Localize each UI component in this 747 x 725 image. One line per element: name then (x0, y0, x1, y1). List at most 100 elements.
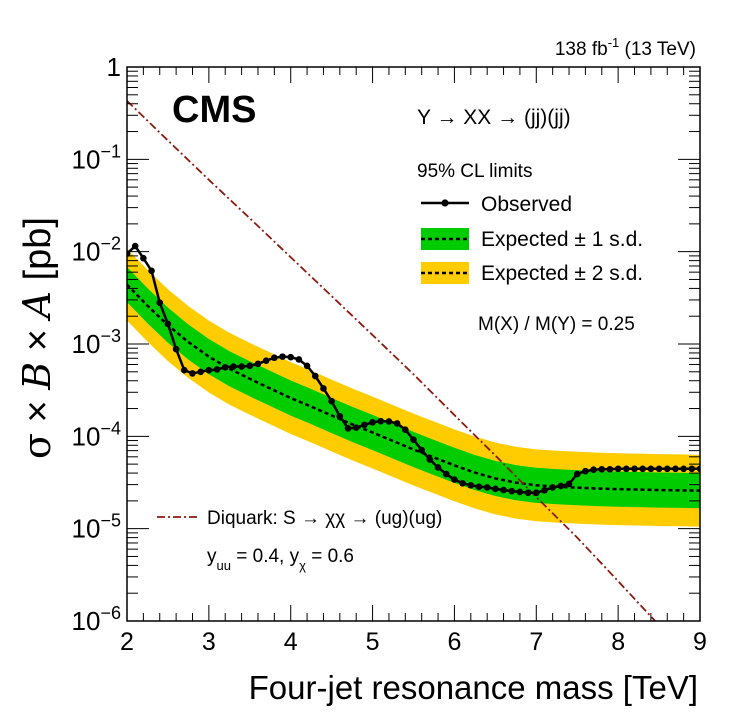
y-tick-label: 10−2 (72, 234, 121, 267)
observed-point (492, 485, 499, 493)
observed-point (451, 476, 458, 483)
observed-point (361, 421, 368, 429)
observed-point (459, 479, 466, 487)
observed-point (655, 465, 663, 473)
observed-point (573, 470, 581, 478)
observed-point (647, 465, 655, 473)
observed-point (189, 370, 196, 377)
x-tick-label: 5 (366, 628, 380, 656)
plot-area (127, 100, 700, 621)
observed-point (344, 425, 352, 432)
observed-point (205, 366, 213, 374)
observed-point (352, 424, 360, 432)
observed-point (467, 481, 475, 489)
observed-point (524, 489, 532, 497)
observed-point (221, 363, 229, 371)
observed-point (254, 360, 262, 368)
observed-point (508, 487, 516, 495)
observed-point (148, 267, 155, 275)
observed-point (663, 465, 671, 473)
observed-point (410, 436, 417, 443)
observed-point (156, 299, 164, 307)
axis-ticks (126, 67, 701, 622)
observed-point (598, 465, 606, 473)
y-tick-label: 10−6 (72, 603, 121, 636)
observed-point (614, 465, 622, 473)
observed-point (238, 363, 245, 370)
observed-point (582, 467, 589, 475)
observed-point (639, 465, 646, 473)
x-tick-label: 3 (202, 628, 216, 656)
y-tick-label: 1 (107, 52, 121, 82)
observed-point (246, 362, 254, 370)
observed-point (688, 465, 696, 473)
observed-point (328, 397, 335, 405)
observed-point (565, 480, 573, 488)
x-axis-title: Four-jet resonance mass [TeV] (249, 669, 698, 706)
expected-2sd-band (127, 248, 700, 527)
observed-point (385, 418, 393, 425)
observed-point (500, 486, 507, 494)
observed-point (320, 385, 327, 392)
theory-legend-label: Diquark: S → χχ → (ug)(ug) (207, 508, 442, 529)
observed-point (532, 489, 540, 497)
observed-point (181, 366, 188, 374)
observed-point (418, 446, 425, 454)
observed-point (271, 354, 278, 362)
x-tick-label: 2 (120, 628, 134, 656)
x-tick-label: 9 (693, 628, 707, 656)
observed-point (483, 484, 491, 491)
observed-point (262, 357, 270, 364)
observed-point (172, 345, 180, 353)
observed-point (377, 417, 385, 425)
legend-1sd-label: Expected ± 1 s.d. (481, 228, 643, 251)
observed-point (311, 372, 319, 380)
observed-point (287, 353, 295, 361)
observed-point (279, 353, 286, 360)
lumi-label: 138 fb-1 (13 TeV) (555, 35, 696, 60)
x-tick-label: 8 (611, 628, 625, 656)
observed-point (475, 483, 483, 490)
observed-point (606, 465, 614, 473)
legend-observed-label: Observed (481, 193, 572, 216)
theory-line (127, 100, 657, 621)
observed-point (213, 366, 221, 373)
y-tick-label: 10−4 (72, 418, 121, 451)
observed-point (402, 426, 409, 433)
observed-point (516, 488, 524, 496)
experiment-label: CMS (172, 89, 256, 131)
x-tick-label: 6 (447, 628, 461, 656)
observed-point (680, 465, 687, 473)
y-axis-title: σ × B × A [pb] (15, 217, 59, 459)
observed-point (623, 465, 630, 473)
observed-point (369, 418, 376, 426)
coupling-label: yuu = 0.4, yχ = 0.6 (207, 546, 354, 573)
legend-title: 95% CL limits (417, 161, 532, 182)
observed-point (549, 484, 556, 491)
observed-point (631, 465, 638, 473)
expected-1sd-band (127, 267, 700, 509)
observed-point (303, 362, 311, 370)
legend: 95% CL limits Observed Expected ± 1 s.d.… (417, 161, 643, 285)
y-tick-label: 10−3 (72, 326, 121, 359)
process-label: Y → XX → (jj)(jj) (417, 106, 571, 129)
observed-point (295, 356, 303, 363)
observed-point (197, 368, 204, 376)
mass-ratio-label: M(X) / M(Y) = 0.25 (478, 314, 635, 335)
observed-point (164, 320, 172, 328)
legend-2sd-label: Expected ± 2 s.d. (481, 262, 643, 285)
observed-point (393, 420, 401, 427)
observed-point (442, 470, 450, 478)
observed-point (426, 456, 434, 463)
observed-point (590, 466, 597, 474)
x-tick-label: 4 (284, 628, 298, 656)
observed-point (672, 465, 679, 473)
observed-point (541, 487, 548, 494)
y-tick-label: 10−1 (72, 141, 121, 174)
observed-point (131, 242, 139, 250)
observed-point (434, 464, 442, 471)
legend-observed-marker (441, 199, 449, 207)
observed-point (140, 254, 147, 262)
x-tick-label: 7 (529, 628, 543, 656)
